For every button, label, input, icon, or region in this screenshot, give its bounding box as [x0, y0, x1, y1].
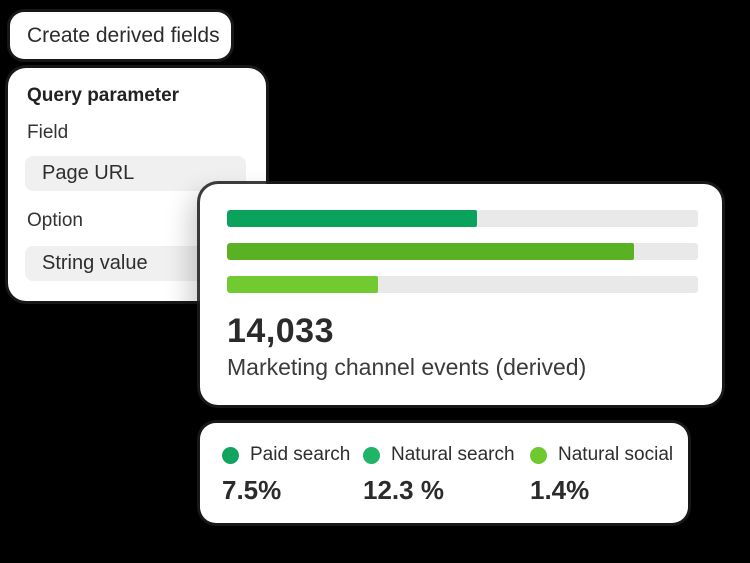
natural-social-dot-icon — [530, 446, 547, 464]
natural-social-label: Natural social — [558, 444, 674, 465]
create-derived-fields-card: Create derived fields — [10, 12, 231, 59]
natural-search-label: Natural search — [391, 444, 515, 465]
natural-search-dot-icon — [363, 446, 380, 464]
bar-chart — [227, 210, 698, 309]
option-select-value: String value — [42, 252, 148, 274]
bar-fill-natural-search — [227, 243, 635, 260]
bar-fill-paid-search — [227, 210, 477, 227]
query-parameter-heading: Query parameter — [27, 85, 180, 106]
paid-search-dot-icon — [222, 446, 239, 464]
natural-social-percent: 1.4% — [530, 475, 590, 505]
marketing-channel-chart-card: 14,033 Marketing channel events (derived… — [200, 184, 722, 405]
paid-search-label: Paid search — [250, 444, 351, 465]
option-label: Option — [27, 210, 83, 231]
bar-track-natural-search — [227, 243, 698, 260]
chart-caption: Marketing channel events (derived) — [227, 354, 587, 380]
bar-fill-natural-social — [227, 276, 378, 293]
paid-search-percent: 7.5% — [222, 475, 282, 505]
field-select-value: Page URL — [42, 162, 135, 184]
legend-card: Paid search 7.5% Natural search 12.3 % N… — [200, 423, 688, 523]
field-label: Field — [27, 122, 69, 143]
create-derived-fields-title: Create derived fields — [27, 23, 220, 47]
total-events-value: 14,033 — [227, 312, 334, 350]
natural-search-percent: 12.3 % — [363, 475, 444, 505]
bar-track-paid-search — [227, 210, 698, 227]
bar-track-natural-social — [227, 276, 698, 293]
